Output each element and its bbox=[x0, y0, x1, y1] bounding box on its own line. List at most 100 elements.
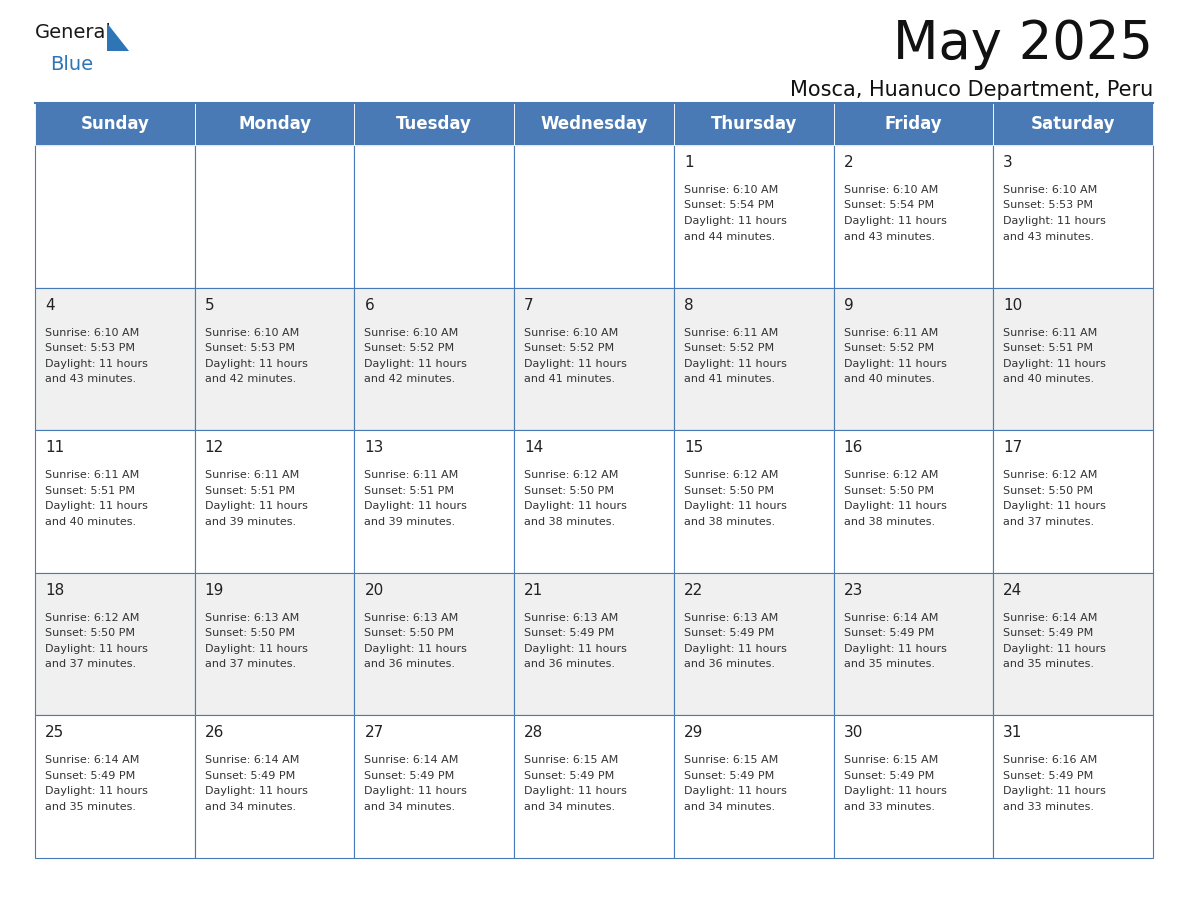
Bar bbox=[834, 573, 993, 715]
Text: and 37 minutes.: and 37 minutes. bbox=[45, 659, 137, 669]
Text: Daylight: 11 hours: Daylight: 11 hours bbox=[524, 359, 627, 369]
Text: 4: 4 bbox=[45, 297, 55, 313]
Text: Daylight: 11 hours: Daylight: 11 hours bbox=[45, 644, 147, 654]
Text: Sunrise: 6:14 AM: Sunrise: 6:14 AM bbox=[204, 756, 299, 766]
Bar bbox=[993, 103, 1154, 145]
Text: Daylight: 11 hours: Daylight: 11 hours bbox=[1004, 501, 1106, 511]
Bar bbox=[514, 573, 674, 715]
Text: Daylight: 11 hours: Daylight: 11 hours bbox=[204, 359, 308, 369]
Text: Sunset: 5:49 PM: Sunset: 5:49 PM bbox=[684, 771, 775, 781]
Bar bbox=[195, 145, 354, 287]
Text: Sunrise: 6:10 AM: Sunrise: 6:10 AM bbox=[365, 328, 459, 338]
Text: Daylight: 11 hours: Daylight: 11 hours bbox=[365, 359, 467, 369]
Text: 28: 28 bbox=[524, 725, 543, 741]
Bar bbox=[514, 715, 674, 858]
Text: Sunrise: 6:11 AM: Sunrise: 6:11 AM bbox=[684, 328, 778, 338]
Text: and 43 minutes.: and 43 minutes. bbox=[843, 231, 935, 241]
Text: and 42 minutes.: and 42 minutes. bbox=[365, 375, 456, 384]
Text: 14: 14 bbox=[524, 441, 543, 455]
Text: 27: 27 bbox=[365, 725, 384, 741]
Text: 3: 3 bbox=[1004, 155, 1013, 170]
Bar bbox=[354, 287, 514, 431]
Text: 18: 18 bbox=[45, 583, 64, 598]
Text: Sunset: 5:49 PM: Sunset: 5:49 PM bbox=[524, 771, 614, 781]
Bar bbox=[993, 715, 1154, 858]
Bar bbox=[195, 573, 354, 715]
Text: Sunset: 5:50 PM: Sunset: 5:50 PM bbox=[365, 628, 455, 638]
Text: 7: 7 bbox=[524, 297, 533, 313]
Text: Sunrise: 6:14 AM: Sunrise: 6:14 AM bbox=[45, 756, 139, 766]
Text: Monday: Monday bbox=[238, 115, 311, 133]
Bar bbox=[514, 103, 674, 145]
Text: Daylight: 11 hours: Daylight: 11 hours bbox=[684, 216, 786, 226]
Text: Sunset: 5:49 PM: Sunset: 5:49 PM bbox=[45, 771, 135, 781]
Text: Daylight: 11 hours: Daylight: 11 hours bbox=[45, 359, 147, 369]
Text: Daylight: 11 hours: Daylight: 11 hours bbox=[365, 787, 467, 797]
Bar bbox=[674, 715, 834, 858]
Bar bbox=[674, 103, 834, 145]
Text: Sunset: 5:50 PM: Sunset: 5:50 PM bbox=[843, 486, 934, 496]
Text: 29: 29 bbox=[684, 725, 703, 741]
Text: Mosca, Huanuco Department, Peru: Mosca, Huanuco Department, Peru bbox=[790, 80, 1154, 100]
Text: Daylight: 11 hours: Daylight: 11 hours bbox=[365, 644, 467, 654]
Text: and 40 minutes.: and 40 minutes. bbox=[45, 517, 137, 527]
Text: and 43 minutes.: and 43 minutes. bbox=[45, 375, 137, 384]
Text: Sunrise: 6:10 AM: Sunrise: 6:10 AM bbox=[843, 185, 937, 195]
Text: and 36 minutes.: and 36 minutes. bbox=[365, 659, 455, 669]
Bar bbox=[834, 145, 993, 287]
Bar bbox=[674, 287, 834, 431]
Text: Friday: Friday bbox=[885, 115, 942, 133]
Text: Daylight: 11 hours: Daylight: 11 hours bbox=[365, 501, 467, 511]
Polygon shape bbox=[107, 23, 129, 51]
Bar bbox=[993, 287, 1154, 431]
Text: Sunset: 5:49 PM: Sunset: 5:49 PM bbox=[843, 628, 934, 638]
Text: Sunset: 5:49 PM: Sunset: 5:49 PM bbox=[1004, 771, 1093, 781]
Bar bbox=[514, 145, 674, 287]
Text: 17: 17 bbox=[1004, 441, 1023, 455]
Text: Sunrise: 6:12 AM: Sunrise: 6:12 AM bbox=[843, 470, 939, 480]
Text: Sunrise: 6:11 AM: Sunrise: 6:11 AM bbox=[1004, 328, 1098, 338]
Text: Daylight: 11 hours: Daylight: 11 hours bbox=[45, 787, 147, 797]
Text: and 40 minutes.: and 40 minutes. bbox=[1004, 375, 1094, 384]
Text: Daylight: 11 hours: Daylight: 11 hours bbox=[524, 501, 627, 511]
Bar bbox=[34, 287, 195, 431]
Text: and 33 minutes.: and 33 minutes. bbox=[843, 802, 935, 812]
Text: Sunrise: 6:10 AM: Sunrise: 6:10 AM bbox=[684, 185, 778, 195]
Text: and 36 minutes.: and 36 minutes. bbox=[524, 659, 615, 669]
Text: Daylight: 11 hours: Daylight: 11 hours bbox=[843, 787, 947, 797]
Text: Sunrise: 6:11 AM: Sunrise: 6:11 AM bbox=[365, 470, 459, 480]
Text: Sunset: 5:49 PM: Sunset: 5:49 PM bbox=[524, 628, 614, 638]
Text: 31: 31 bbox=[1004, 725, 1023, 741]
Text: and 35 minutes.: and 35 minutes. bbox=[45, 802, 135, 812]
Text: and 34 minutes.: and 34 minutes. bbox=[524, 802, 615, 812]
Text: 5: 5 bbox=[204, 297, 214, 313]
Text: Daylight: 11 hours: Daylight: 11 hours bbox=[1004, 216, 1106, 226]
Text: and 34 minutes.: and 34 minutes. bbox=[204, 802, 296, 812]
Text: 13: 13 bbox=[365, 441, 384, 455]
Text: Sunset: 5:49 PM: Sunset: 5:49 PM bbox=[1004, 628, 1093, 638]
Text: Daylight: 11 hours: Daylight: 11 hours bbox=[684, 644, 786, 654]
Text: Sunrise: 6:11 AM: Sunrise: 6:11 AM bbox=[843, 328, 937, 338]
Text: Sunset: 5:51 PM: Sunset: 5:51 PM bbox=[45, 486, 135, 496]
Text: Sunrise: 6:16 AM: Sunrise: 6:16 AM bbox=[1004, 756, 1098, 766]
Text: Sunset: 5:52 PM: Sunset: 5:52 PM bbox=[843, 343, 934, 353]
Text: Daylight: 11 hours: Daylight: 11 hours bbox=[1004, 359, 1106, 369]
Text: Daylight: 11 hours: Daylight: 11 hours bbox=[1004, 644, 1106, 654]
Text: 11: 11 bbox=[45, 441, 64, 455]
Text: and 43 minutes.: and 43 minutes. bbox=[1004, 231, 1094, 241]
Text: Sunset: 5:49 PM: Sunset: 5:49 PM bbox=[365, 771, 455, 781]
Text: 16: 16 bbox=[843, 441, 862, 455]
Text: and 33 minutes.: and 33 minutes. bbox=[1004, 802, 1094, 812]
Text: Daylight: 11 hours: Daylight: 11 hours bbox=[843, 501, 947, 511]
Text: 1: 1 bbox=[684, 155, 694, 170]
Text: 24: 24 bbox=[1004, 583, 1023, 598]
Text: 6: 6 bbox=[365, 297, 374, 313]
Text: Blue: Blue bbox=[50, 55, 93, 74]
Text: and 38 minutes.: and 38 minutes. bbox=[684, 517, 775, 527]
Text: Sunrise: 6:11 AM: Sunrise: 6:11 AM bbox=[45, 470, 139, 480]
Text: Sunset: 5:50 PM: Sunset: 5:50 PM bbox=[45, 628, 135, 638]
Text: Sunrise: 6:11 AM: Sunrise: 6:11 AM bbox=[204, 470, 299, 480]
Text: Daylight: 11 hours: Daylight: 11 hours bbox=[684, 501, 786, 511]
Text: 20: 20 bbox=[365, 583, 384, 598]
Text: 8: 8 bbox=[684, 297, 694, 313]
